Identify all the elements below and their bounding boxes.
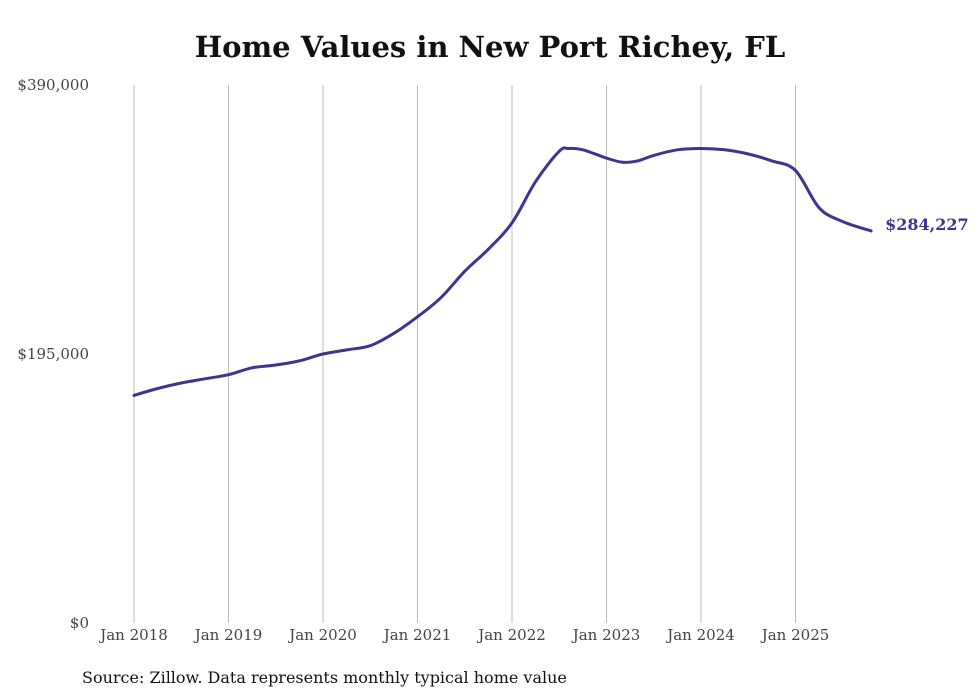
series-line-0 (132, 146, 873, 397)
x-tick-label: Jan 2025 (760, 626, 830, 644)
y-axis-ticks: $0 $195,000 $390,000 (17, 76, 89, 632)
y-tick-label: $195,000 (17, 345, 89, 363)
x-tick-label: Jan 2018 (98, 626, 168, 644)
x-tick-label: Jan 2023 (571, 626, 641, 644)
chart-title: Home Values in New Port Richey, FL (194, 30, 786, 64)
end-value-label: $284,227 (885, 215, 969, 234)
x-tick-label: Jan 2022 (476, 626, 546, 644)
x-tick-label: Jan 2021 (382, 626, 452, 644)
series-layer (132, 146, 873, 397)
x-axis-ticks: Jan 2018 Jan 2019 Jan 2020 Jan 2021 Jan 2022… (98, 626, 829, 644)
gridlines (133, 85, 796, 623)
x-tick-label: Jan 2019 (193, 626, 263, 644)
x-tick-label: Jan 2020 (287, 626, 357, 644)
end-label-layer: $284,227 (885, 215, 969, 234)
y-tick-label: $390,000 (17, 76, 89, 94)
y-tick-label: $0 (70, 614, 89, 632)
source-note: Source: Zillow. Data represents monthly … (82, 668, 567, 687)
x-tick-label: Jan 2024 (665, 626, 735, 644)
